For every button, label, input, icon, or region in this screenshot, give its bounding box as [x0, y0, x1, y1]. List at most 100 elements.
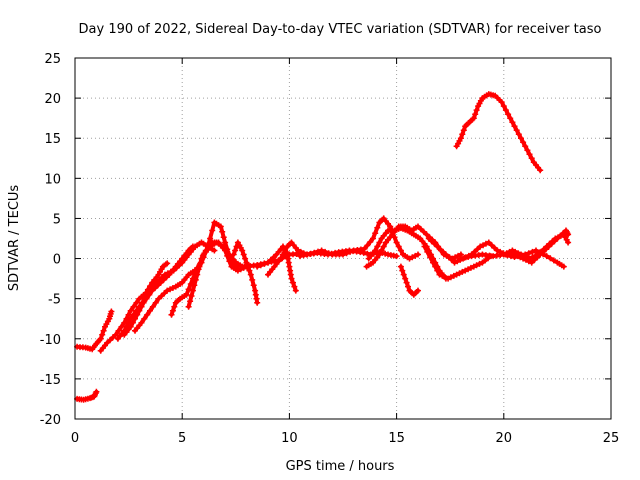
data-point-marker — [547, 255, 554, 262]
data-point-marker — [405, 283, 411, 290]
data-point-marker — [376, 239, 383, 246]
data-point-marker — [526, 151, 533, 158]
data-point-marker — [528, 155, 535, 162]
data-point-marker — [232, 247, 239, 254]
data-point-marker — [364, 242, 371, 249]
data-point-marker — [144, 311, 151, 318]
data-point-marker — [192, 276, 199, 283]
data-point-marker — [403, 279, 410, 286]
series-arc20 — [453, 91, 544, 174]
data-point-marker — [254, 299, 261, 306]
data-point-marker — [415, 251, 421, 258]
data-point-marker — [134, 311, 141, 318]
data-point-marker — [132, 315, 138, 322]
data-point-marker — [565, 239, 572, 246]
data-point-marker — [164, 260, 171, 267]
data-point-marker — [507, 253, 514, 260]
data-point-marker — [297, 253, 304, 260]
data-point-marker — [322, 248, 329, 255]
data-point-marker — [257, 262, 264, 269]
data-point-marker — [247, 271, 254, 278]
data-point-marker — [318, 247, 325, 254]
data-point-marker — [300, 252, 307, 259]
data-point-marker — [100, 327, 107, 334]
series-arc6 — [132, 219, 241, 334]
data-point-marker — [183, 291, 190, 298]
data-point-marker — [470, 115, 477, 122]
tick-layer: 0 5 10 15 20 25 -20 -15 -10 -5 0 5 10 15 20 25 — [40, 52, 620, 446]
series-arc12 — [297, 215, 421, 262]
data-point-marker — [97, 335, 104, 342]
data-point-marker — [194, 271, 201, 278]
data-point-marker — [424, 248, 431, 255]
data-point-marker — [502, 107, 509, 114]
data-point-marker — [461, 254, 468, 261]
data-point-marker — [525, 250, 532, 257]
data-point-marker — [560, 263, 567, 270]
data-point-marker — [189, 243, 196, 250]
data-point-marker — [138, 303, 145, 310]
data-point-marker — [217, 223, 224, 230]
series-trace — [454, 92, 543, 173]
y-tick-label: 0 — [53, 253, 61, 268]
data-point-marker — [533, 247, 539, 254]
series-arc1 — [74, 388, 100, 403]
data-point-marker — [209, 227, 216, 234]
data-point-marker — [465, 254, 472, 260]
data-point-marker — [537, 167, 544, 174]
data-point-marker — [185, 286, 192, 293]
data-point-marker — [169, 307, 176, 314]
data-point-marker — [515, 131, 522, 138]
series-arc10 — [254, 243, 299, 294]
data-point-marker — [400, 271, 407, 278]
x-tick-label: 20 — [496, 431, 513, 446]
data-point-marker — [376, 251, 383, 258]
y-tick-label: 15 — [44, 132, 61, 147]
series-arc9 — [230, 239, 261, 306]
data-point-marker — [393, 239, 400, 246]
data-point-marker — [315, 248, 321, 255]
data-point-marker — [226, 258, 233, 265]
data-point-marker — [220, 234, 227, 241]
data-point-marker — [127, 323, 134, 330]
data-point-marker — [370, 235, 376, 242]
data-point-marker — [152, 299, 159, 306]
grid-layer — [75, 58, 611, 419]
data-point-marker — [189, 287, 196, 294]
data-point-marker — [99, 331, 106, 338]
data-point-marker — [261, 260, 268, 267]
data-point-marker — [415, 287, 421, 294]
data-point-marker — [347, 248, 354, 255]
data-point-marker — [250, 282, 257, 289]
data-point-marker — [498, 99, 505, 106]
data-point-marker — [230, 251, 237, 258]
data-point-marker — [395, 243, 402, 250]
data-point-marker — [372, 230, 379, 237]
y-tick-label: 5 — [53, 212, 61, 227]
data-point-marker — [505, 111, 512, 118]
data-point-marker — [529, 248, 536, 255]
data-point-marker — [280, 251, 286, 258]
x-tick-label: 15 — [388, 431, 405, 446]
y-tick-label: 10 — [44, 172, 61, 187]
data-point-marker — [277, 255, 284, 262]
data-point-marker — [520, 139, 527, 146]
data-point-marker — [141, 315, 148, 322]
data-point-marker — [246, 267, 253, 274]
data-point-marker — [243, 259, 250, 266]
y-tick-label: -10 — [40, 333, 61, 348]
data-point-marker — [244, 263, 251, 270]
data-point-marker — [378, 247, 385, 254]
data-point-marker — [168, 311, 175, 318]
data-point-marker — [222, 239, 229, 246]
data-point-marker — [434, 267, 441, 274]
data-point-marker — [127, 307, 134, 314]
y-tick-label: 25 — [44, 52, 61, 67]
data-point-marker — [291, 283, 298, 290]
data-point-marker — [511, 123, 518, 130]
data-point-marker — [524, 147, 531, 154]
data-point-marker — [518, 135, 524, 142]
data-point-marker — [171, 303, 178, 310]
data-point-marker — [185, 303, 192, 310]
data-point-marker — [239, 247, 246, 254]
